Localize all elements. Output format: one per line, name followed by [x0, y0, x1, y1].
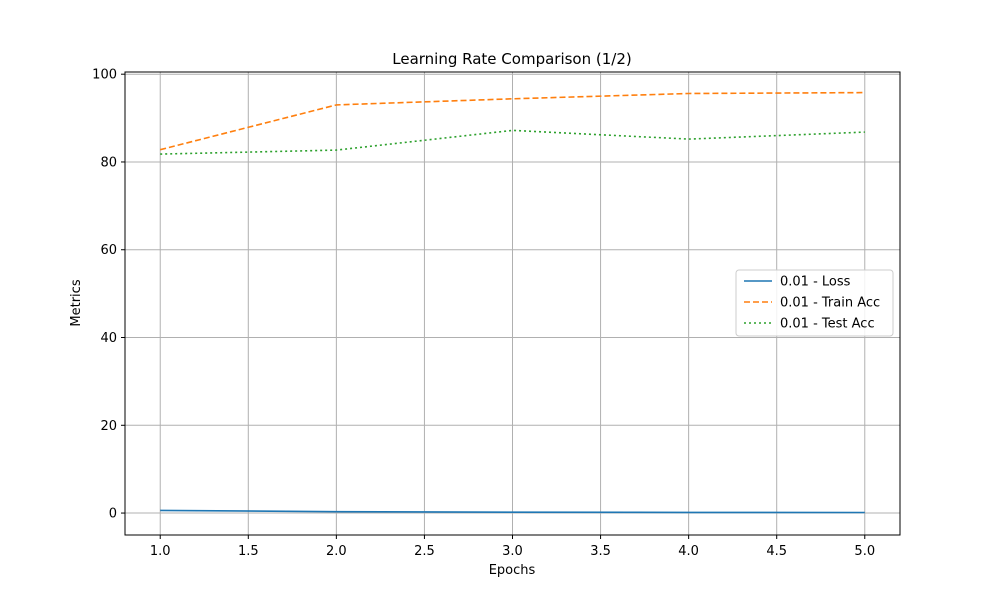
legend-label: 0.01 - Test Acc: [780, 317, 875, 332]
y-tick-label: 0: [109, 507, 117, 522]
y-tick-label: 100: [92, 68, 117, 83]
legend-box: [735, 269, 894, 337]
x-tick-label: 2.5: [414, 544, 435, 559]
legend-label: 0.01 - Loss: [780, 275, 851, 290]
x-tick-label: 1.5: [238, 544, 259, 559]
x-tick-label: 1.0: [150, 544, 171, 559]
y-tick-label: 20: [100, 419, 117, 434]
x-axis-label: Epochs: [489, 563, 536, 578]
series-lines: [160, 91, 865, 514]
x-tick-label: 3.0: [502, 544, 523, 559]
x-tick-label: 2.0: [326, 544, 347, 559]
x-tick-label: 4.0: [678, 544, 699, 559]
y-axis-label: Metrics: [69, 279, 84, 326]
y-tick-label: 40: [100, 331, 117, 346]
y-tick-label: 60: [100, 243, 117, 258]
series-line-1: [160, 91, 865, 151]
series-line-0: [160, 509, 865, 514]
x-tick-label: 3.5: [590, 544, 611, 559]
legend-label: 0.01 - Train Acc: [780, 296, 880, 311]
y-tick-label: 80: [100, 155, 117, 170]
axis-ticks: 1.0 1.5 2.0 2.5 3.0 3.5 4.0 4.5 5.0 0 20 40 60 80 100: [92, 68, 875, 559]
chart-title: Learning Rate Comparison (1/2): [392, 50, 631, 68]
x-tick-label: 5.0: [854, 544, 875, 559]
legend: 0.01 - Loss 0.01 - Train Acc 0.01 - Test A…: [735, 269, 894, 337]
x-tick-label: 4.5: [766, 544, 787, 559]
